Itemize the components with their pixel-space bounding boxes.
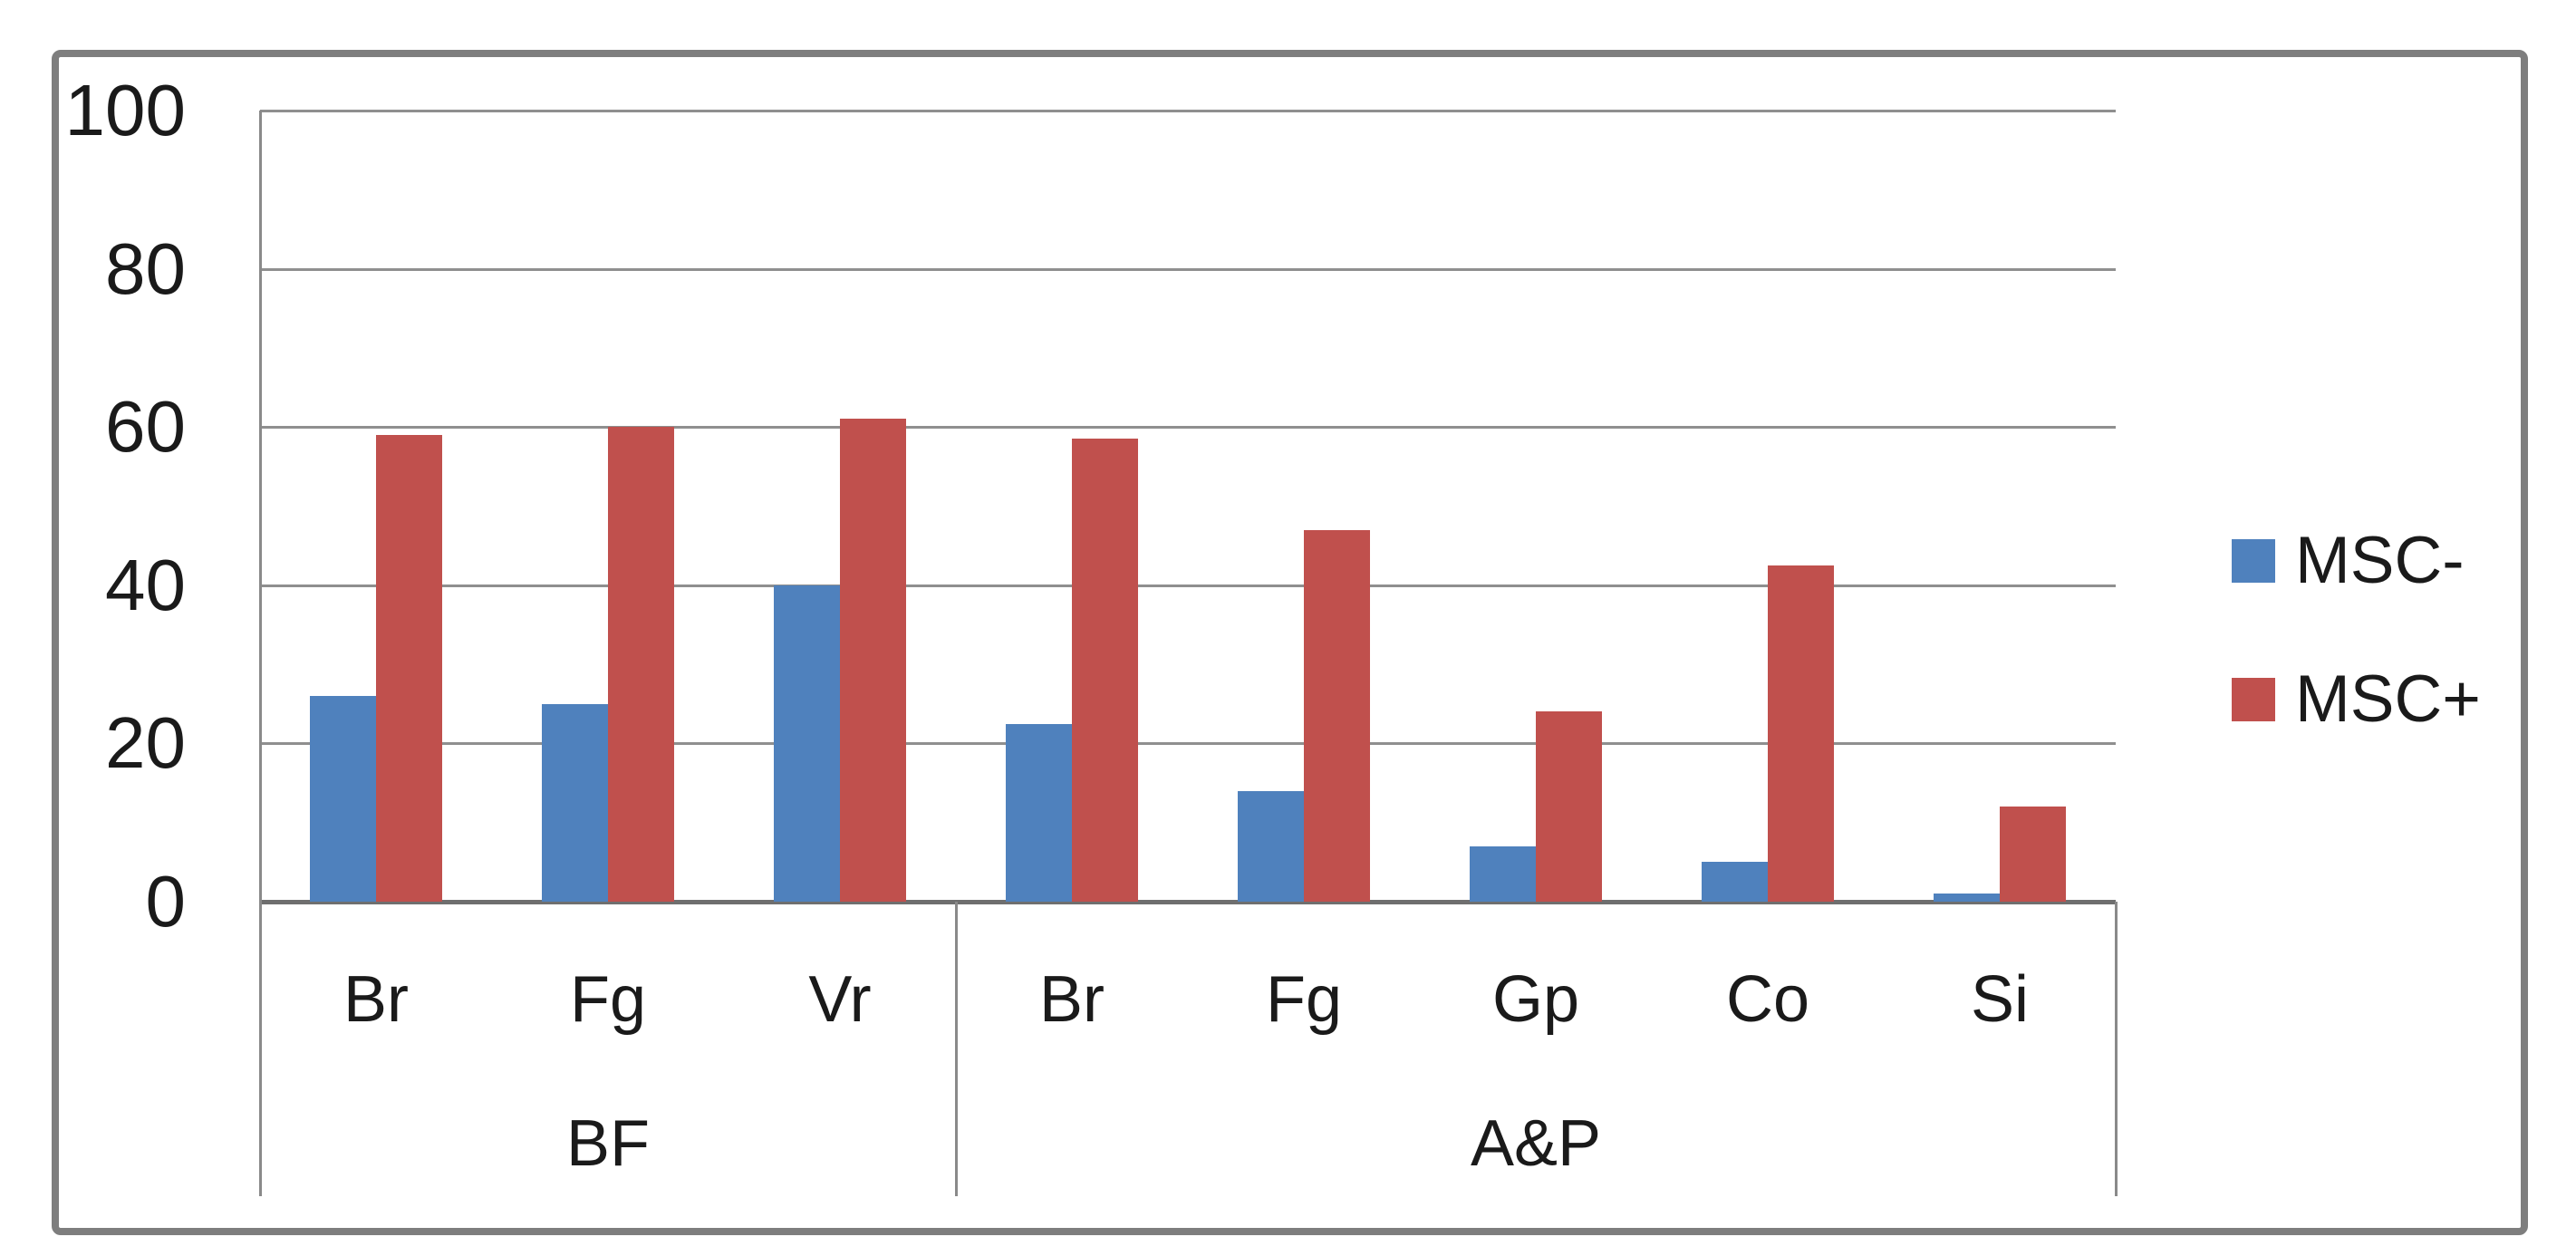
- bar-msc-plus-bf-vr: [840, 419, 906, 902]
- y-axis-tick-label-60: 60: [105, 386, 186, 468]
- y-axis-tick-label-80: 80: [105, 227, 186, 309]
- gridline-60: [260, 426, 2116, 430]
- bar-msc-minus-aandp-gp: [1470, 845, 1536, 902]
- bar-msc-minus-aandp-si: [1934, 894, 2000, 902]
- group-label-bf: BF: [565, 1107, 650, 1180]
- gridline-20: [260, 742, 2116, 746]
- category-label-bf-vr: Vr: [808, 963, 872, 1036]
- bar-msc-plus-aandp-fg: [1304, 529, 1370, 902]
- legend-swatch-msc-minus-icon: [2232, 539, 2275, 583]
- category-label-aandp-br: Br: [1039, 963, 1105, 1036]
- legend-label-msc-minus: MSC-: [2295, 524, 2465, 597]
- category-label-aandp-gp: Gp: [1491, 963, 1580, 1036]
- gridline-100: [260, 110, 2116, 112]
- bar-msc-plus-aandp-br: [1072, 439, 1138, 902]
- bar-msc-plus-aandp-gp: [1536, 711, 1602, 902]
- legend: MSC- MSC+: [2232, 517, 2481, 743]
- bar-msc-minus-aandp-co: [1702, 862, 1768, 902]
- bar-msc-minus-bf-br: [310, 696, 376, 902]
- legend-entry-msc-plus: MSC+: [2232, 656, 2481, 743]
- bar-msc-plus-bf-br: [376, 434, 442, 902]
- group-separator-after-bf: [955, 902, 958, 1196]
- bar-msc-minus-bf-fg: [542, 703, 608, 902]
- group-label-aandp: A&P: [1470, 1107, 1602, 1180]
- category-label-bf-fg: Fg: [569, 963, 647, 1036]
- legend-swatch-msc-plus-icon: [2232, 678, 2275, 721]
- category-label-aandp-si: Si: [1970, 963, 2030, 1036]
- group-separator-after-aandp: [2115, 902, 2118, 1196]
- category-label-bf-br: Br: [343, 963, 409, 1036]
- y-axis-tick-label-100: 100: [64, 70, 186, 150]
- bar-msc-plus-aandp-si: [2000, 807, 2066, 902]
- y-axis-tick-label-40: 40: [105, 544, 186, 625]
- bar-msc-minus-aandp-br: [1006, 723, 1072, 902]
- y-axis-tick-label-0: 0: [145, 861, 187, 942]
- gridline-40: [260, 584, 2116, 587]
- bar-msc-minus-bf-vr: [774, 585, 840, 902]
- x-axis-baseline: [260, 900, 2116, 904]
- category-label-aandp-fg: Fg: [1265, 963, 1343, 1036]
- legend-entry-msc-minus: MSC-: [2232, 517, 2481, 604]
- bar-msc-plus-bf-fg: [608, 427, 674, 902]
- bar-msc-plus-aandp-co: [1768, 565, 1834, 902]
- legend-label-msc-plus: MSC+: [2295, 662, 2481, 736]
- gridline-80: [260, 267, 2116, 271]
- category-label-aandp-co: Co: [1725, 963, 1810, 1036]
- y-axis-tick-label-20: 20: [105, 702, 186, 784]
- bar-msc-minus-aandp-fg: [1238, 790, 1304, 902]
- y-axis-line: [259, 111, 262, 1196]
